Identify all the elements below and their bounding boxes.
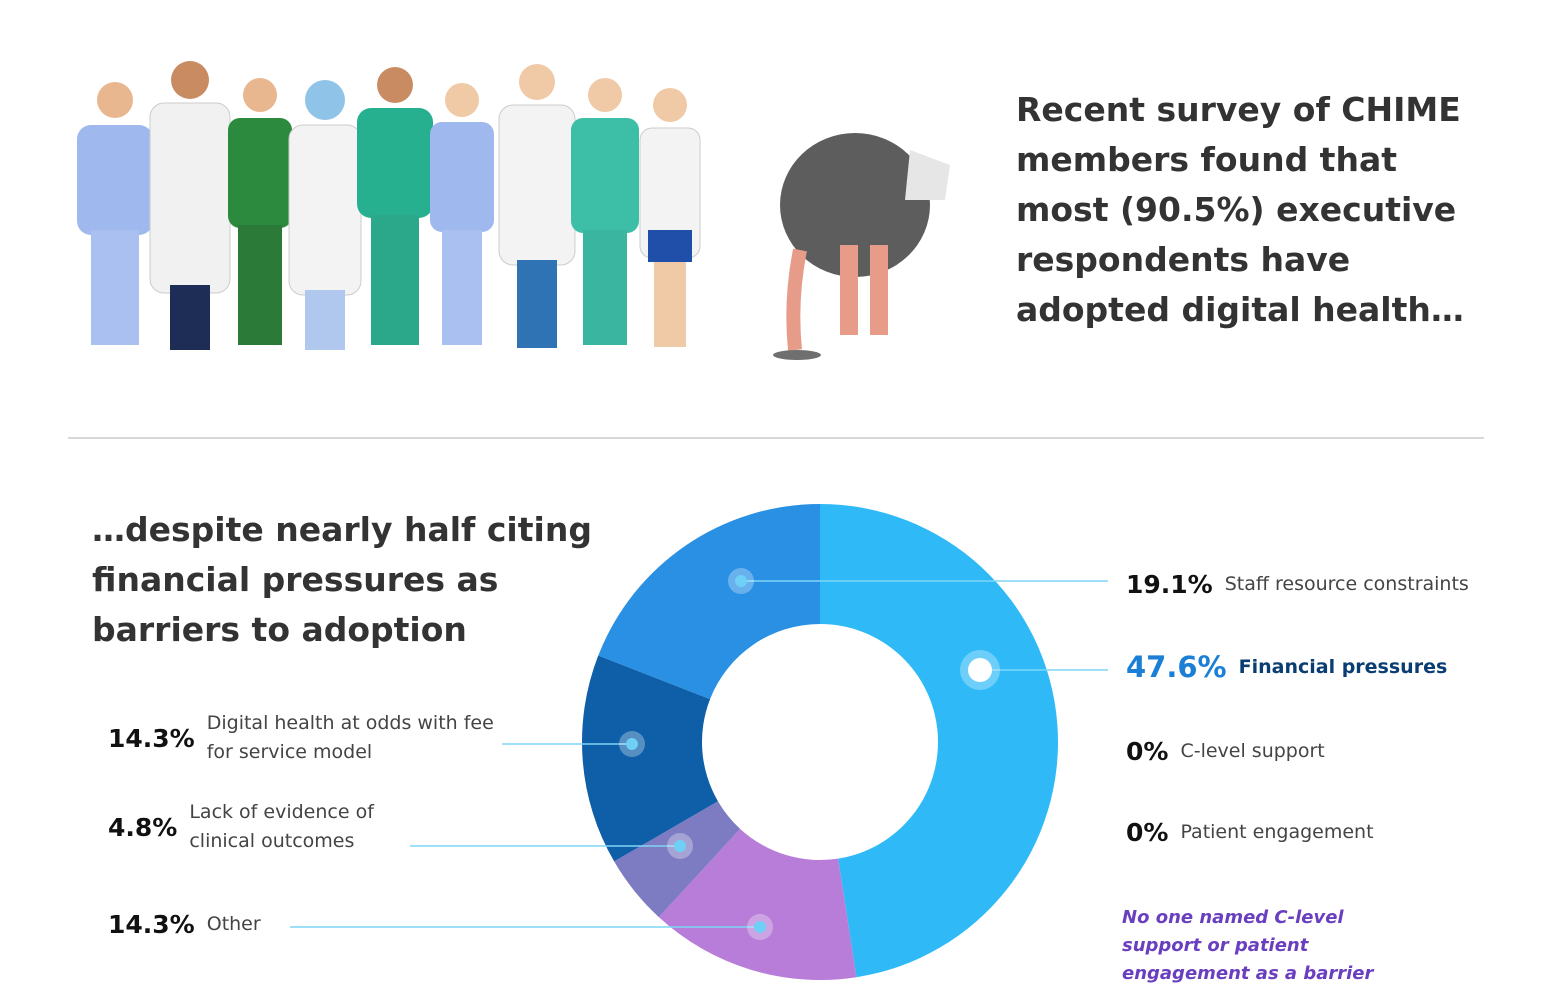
donut-slice [820,504,1058,978]
header-text: Recent survey of CHIME members found tha… [1016,90,1464,329]
category-label: Patient engagement [1180,820,1374,843]
slice-label: 47.6% Financial pressures [1126,637,1447,697]
donut-slice [658,828,857,980]
donut-chart [290,504,1108,980]
slice-label: 4.8% Lack of evidence of clinical outcome… [108,797,419,857]
donut-slice [582,655,718,862]
ostrich-illustration [773,133,950,360]
chart-title: …despite nearly half citing financial pr… [92,510,592,649]
value-label: 0% [1126,817,1169,847]
leader-dot [735,575,747,587]
slice-label: 19.1% Staff resource constraints [1126,554,1469,614]
value-label: 4.8% [108,812,178,842]
slice-label: 14.3% Other [108,894,261,954]
category-label: Financial pressures [1238,655,1448,678]
slice-label: 14.3% Digital health at odds with fee for… [108,708,497,768]
leader-dot [754,921,766,933]
leader-dot [674,840,686,852]
leader-dot [626,738,638,750]
category-label: Other [206,912,261,935]
leader-dot [968,658,992,682]
value-label: 19.1% [1126,569,1213,599]
value-label: 14.3% [108,909,195,939]
category-label: Lack of evidence of clinical outcomes [189,801,374,852]
annotation: No one named C-level support or patient … [1122,907,1374,984]
donut-slice [598,504,820,700]
category-label: Digital health at odds with fee for serv… [206,712,494,763]
value-label: 47.6% [1126,650,1227,684]
category-label: Staff resource constraints [1224,572,1469,595]
value-label: 0% [1126,736,1169,766]
category-label: C-level support [1180,739,1325,762]
slice-label: 0% C-level support [1126,721,1325,781]
value-label: 14.3% [108,723,195,753]
people-illustration [77,61,701,350]
donut-slice [614,801,741,918]
slice-label: 0% Patient engagement [1126,802,1374,862]
